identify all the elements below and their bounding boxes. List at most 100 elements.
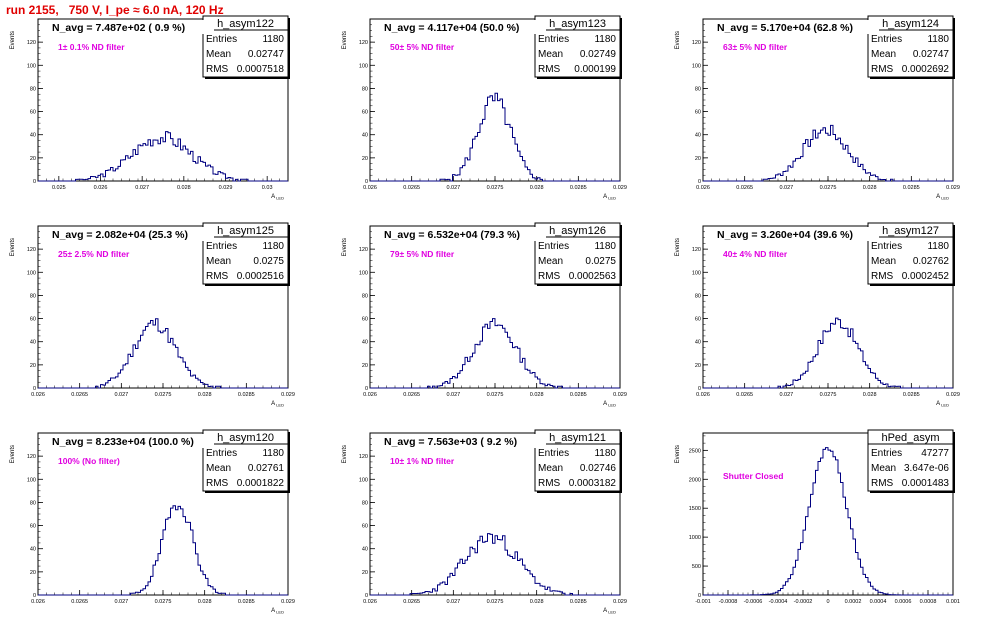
stats-label: Entries — [206, 34, 237, 45]
stats-shadow — [870, 77, 953, 79]
stats-label: Entries — [871, 241, 902, 252]
stats-label: Entries — [206, 241, 237, 252]
y-tick-label: 80 — [695, 86, 701, 92]
x-tick-label: 0.025 — [52, 185, 66, 191]
stats-value: 0.0002516 — [237, 271, 285, 282]
x-tick-label: 0.0008 — [920, 599, 937, 605]
x-tick-label: 0.027 — [446, 599, 460, 605]
x-tick-label: 0.0265 — [736, 185, 753, 191]
stats-shadow — [288, 432, 290, 493]
stats-value: 0.0001483 — [902, 478, 950, 489]
x-tick-label: 0.0275 — [820, 392, 837, 398]
x-tick-label: 0.0265 — [71, 392, 88, 398]
histogram-pad-h_asym123: Events 0 20 40 60 80 100 120 0.026 0.0265 0.027 0.0… — [342, 15, 627, 201]
x-tick-label: 0.026 — [363, 599, 377, 605]
y-tick-label: 20 — [695, 156, 701, 162]
x-tick-label: 0.026 — [31, 392, 45, 398]
x-axis-label: A LED — [271, 401, 284, 408]
y-axis-label: Events — [342, 238, 348, 256]
x-tick-label: -0.0002 — [794, 599, 813, 605]
x-tick-label: 0.029 — [946, 392, 960, 398]
filter-annotation: 1± 0.1% ND filter — [58, 42, 125, 52]
x-tick-label: -0.0008 — [719, 599, 738, 605]
navg-label: N_avg = 6.532e+04 (79.3 %) — [384, 229, 520, 241]
stats-label: RMS — [206, 478, 229, 489]
x-tick-label: 0.0285 — [570, 185, 587, 191]
x-tick-label: 0.0275 — [487, 392, 504, 398]
stats-box — [534, 15, 621, 78]
stats-label: Mean — [871, 256, 896, 267]
x-tick-label: 0.028 — [530, 392, 544, 398]
histogram-series — [370, 533, 620, 596]
stats-value: 0.0275 — [585, 256, 616, 267]
y-tick-label: 20 — [362, 570, 368, 576]
histogram-pad-h_asym124: Events 0 20 40 60 80 100 120 0.026 0.0265 0.027 0.0… — [675, 15, 960, 201]
y-tick-label: 0 — [365, 593, 368, 599]
stats-shadow — [953, 432, 955, 493]
x-axis-label: A LED — [271, 194, 284, 201]
y-tick-label: 1000 — [689, 535, 701, 541]
stats-value: 1180 — [262, 34, 284, 45]
stats-value: 47277 — [921, 448, 949, 459]
y-tick-label: 40 — [695, 340, 701, 346]
stats-shadow — [870, 284, 953, 286]
y-tick-label: 40 — [30, 340, 36, 346]
stats-shadow — [620, 432, 622, 493]
x-tick-label: 0.0285 — [238, 599, 255, 605]
stats-shadow — [205, 77, 288, 79]
x-axis-label: A LED — [603, 608, 616, 615]
histogram-series — [370, 92, 620, 182]
histogram-name: h_asym126 — [549, 225, 606, 237]
x-tick-label: 0.0285 — [903, 392, 920, 398]
navg-label: N_avg = 8.233e+04 (100.0 %) — [52, 436, 194, 448]
x-tick-label: -0.001 — [695, 599, 711, 605]
y-tick-label: 40 — [30, 547, 36, 553]
x-tick-label: 0.03 — [262, 185, 273, 191]
y-tick-label: 0 — [698, 386, 701, 392]
stats-shadow — [620, 225, 622, 286]
y-tick-label: 100 — [692, 63, 701, 69]
filter-annotation: 10± 1% ND filter — [390, 456, 455, 466]
y-tick-label: 120 — [359, 40, 368, 46]
stats-shadow — [288, 225, 290, 286]
stats-label: RMS — [871, 478, 894, 489]
y-tick-label: 100 — [359, 477, 368, 483]
x-tick-label: 0.0265 — [71, 599, 88, 605]
x-tick-label: 0.026 — [696, 392, 710, 398]
y-tick-label: 120 — [27, 454, 36, 460]
y-axis-label: Events — [342, 445, 348, 463]
y-axis-label: Events — [675, 445, 681, 463]
stats-box — [202, 222, 289, 285]
x-tick-label: 0.0285 — [238, 392, 255, 398]
filter-annotation: 40± 4% ND filter — [723, 249, 788, 259]
y-tick-label: 80 — [30, 293, 36, 299]
stats-label: Entries — [871, 34, 902, 45]
histogram-name: h_asym127 — [882, 225, 939, 237]
y-tick-label: 60 — [30, 524, 36, 530]
histogram-name: h_asym125 — [217, 225, 274, 237]
stats-value: 0.0003182 — [569, 478, 617, 489]
navg-label: N_avg = 3.260e+04 (39.6 %) — [717, 229, 853, 241]
x-tick-label: 0.029 — [613, 599, 627, 605]
x-axis-label: A LED — [271, 608, 284, 615]
stats-label: RMS — [538, 64, 561, 75]
x-axis-label-subscript: LED — [607, 610, 616, 615]
filter-annotation: 25± 2.5% ND filter — [58, 249, 130, 259]
stats-value: 0.02749 — [580, 49, 617, 60]
y-tick-label: 500 — [692, 564, 701, 570]
y-tick-label: 120 — [359, 454, 368, 460]
stats-label: RMS — [871, 271, 894, 282]
y-tick-label: 20 — [30, 156, 36, 162]
x-tick-label: 0.001 — [946, 599, 960, 605]
x-axis-label-subscript: LED — [275, 196, 284, 201]
filter-annotation: 50± 5% ND filter — [390, 42, 455, 52]
x-axis-label-subscript: LED — [607, 403, 616, 408]
y-tick-label: 120 — [692, 40, 701, 46]
stats-value: 1180 — [262, 241, 284, 252]
y-tick-label: 20 — [695, 363, 701, 369]
x-tick-label: 0.029 — [613, 392, 627, 398]
navg-label: N_avg = 7.487e+02 ( 0.9 %) — [52, 22, 185, 34]
x-axis-label-subscript: LED — [940, 403, 949, 408]
